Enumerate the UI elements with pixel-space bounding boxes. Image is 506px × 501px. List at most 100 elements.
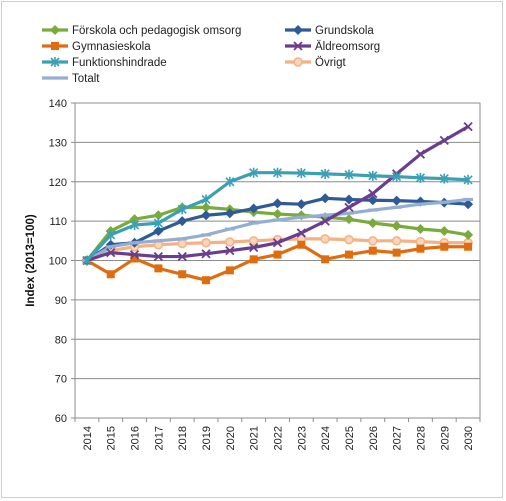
- y-tick-label-100: 100: [49, 256, 67, 268]
- legend-marker-grundskola: [293, 25, 303, 35]
- data-point-aldreomsorg-2019: [201, 249, 211, 259]
- legend-label-aldreomsorg: Äldreomsorg: [315, 41, 380, 53]
- series-aldreomsorg: [82, 121, 473, 266]
- y-axis-title: Index (2013=100): [25, 214, 37, 307]
- data-point-gymnasieskola-2027: [392, 248, 401, 257]
- data-point-ovrigt-2024: [320, 234, 330, 244]
- data-point-funktionshindrade-2021: [249, 167, 259, 178]
- data-point-forskola-och-pedagogisk-omsorg-2025: [343, 214, 354, 225]
- series-funktionshindrade: [82, 167, 473, 266]
- data-point-ovrigt-2025: [344, 234, 354, 245]
- data-point-grundskola-2017: [153, 225, 164, 236]
- legend-label-funktionshindrade: Funktionshindrade: [72, 57, 167, 69]
- data-point-funktionshindrade-2019: [201, 194, 211, 205]
- data-point-funktionshindrade-2028: [415, 172, 426, 183]
- data-point-grundskola-2023: [296, 199, 307, 210]
- data-point-forskola-och-pedagogisk-omsorg-2027: [391, 220, 402, 231]
- x-tick-label-2030: 2030: [463, 426, 475, 450]
- x-tick-label-2015: 2015: [106, 426, 118, 450]
- data-point-aldreomsorg-2020: [225, 246, 235, 256]
- y-tick-label-70: 70: [55, 374, 67, 386]
- data-point-gymnasieskola-2029: [440, 242, 449, 251]
- x-tick-label-2023: 2023: [296, 426, 308, 450]
- data-point-aldreomsorg-2030: [463, 121, 473, 132]
- legend-label-totalt: Totalt: [72, 73, 100, 85]
- data-point-grundskola-2025: [343, 194, 354, 205]
- data-point-grundskola-2030: [463, 199, 474, 210]
- legend-item-forskola-och-pedagogisk-omsorg: Förskola och pedagogisk omsorg: [42, 25, 241, 37]
- legend-label-gymnasieskola: Gymnasieskola: [72, 41, 151, 53]
- data-point-ovrigt-2019: [201, 238, 211, 248]
- x-tick-label-2019: 2019: [201, 426, 213, 450]
- data-point-funktionshindrade-2023: [296, 168, 306, 179]
- legend-label-forskola-och-pedagogisk-omsorg: Förskola och pedagogisk omsorg: [72, 25, 241, 37]
- legend-item-funktionshindrade: Funktionshindrade: [42, 57, 167, 69]
- data-point-gymnasieskola-2026: [368, 246, 377, 255]
- data-point-funktionshindrade-2024: [320, 168, 330, 179]
- data-point-aldreomsorg-2021: [249, 242, 259, 253]
- y-tick-label-110: 110: [49, 216, 67, 228]
- data-point-aldreomsorg-2028: [415, 149, 426, 159]
- x-tick-label-2021: 2021: [249, 426, 261, 450]
- data-point-funktionshindrade-2014: [82, 255, 92, 266]
- data-point-funktionshindrade-2018: [177, 204, 187, 215]
- data-point-aldreomsorg-2015: [106, 247, 116, 258]
- x-axis-ticks: 2014 2015 2016 2017 2018 2019 2020 2021 2022 2023…: [74, 418, 481, 450]
- data-point-forskola-och-pedagogisk-omsorg-2029: [439, 225, 450, 236]
- x-tick-label-2025: 2025: [344, 426, 356, 450]
- data-point-ovrigt-2021: [248, 236, 259, 246]
- x-tick-label-2020: 2020: [225, 426, 237, 450]
- data-point-aldreomsorg-2029: [439, 135, 449, 146]
- legend-item-gymnasieskola: Gymnasieskola: [42, 41, 151, 53]
- data-point-ovrigt-2028: [415, 236, 426, 247]
- legend-item-grundskola: Grundskola: [285, 25, 374, 37]
- data-point-gymnasieskola-2030: [464, 242, 473, 251]
- data-point-aldreomsorg-2018: [177, 251, 187, 262]
- data-point-forskola-och-pedagogisk-omsorg-2026: [367, 218, 378, 229]
- data-point-forskola-och-pedagogisk-omsorg-2017: [153, 210, 164, 221]
- x-tick-label-2027: 2027: [392, 426, 404, 450]
- legend-item-aldreomsorg: Äldreomsorg: [285, 41, 380, 53]
- series-forskola-och-pedagogisk-omsorg: [81, 202, 474, 266]
- data-point-gymnasieskola-2022: [273, 250, 282, 259]
- data-point-gymnasieskola-2016: [130, 254, 139, 263]
- data-point-aldreomsorg-2023: [296, 228, 306, 238]
- data-point-grundskola-2027: [391, 195, 402, 206]
- data-point-aldreomsorg-2022: [272, 238, 283, 248]
- data-point-aldreomsorg-2016: [129, 249, 140, 260]
- data-point-funktionshindrade-2022: [272, 167, 283, 178]
- data-point-gymnasieskola-2020: [225, 266, 234, 275]
- data-point-funktionshindrade-2016: [129, 220, 140, 231]
- x-tick-label-2024: 2024: [320, 426, 332, 450]
- data-point-gymnasieskola-2015: [106, 270, 115, 279]
- series-totalt: [81, 197, 474, 262]
- data-point-forskola-och-pedagogisk-omsorg-2022: [272, 209, 283, 220]
- data-point-gymnasieskola-2019: [202, 276, 211, 285]
- data-point-funktionshindrade-2025: [344, 169, 354, 180]
- legend-marker-ovrigt: [293, 57, 303, 67]
- data-point-grundskola-2020: [224, 208, 235, 219]
- data-point-forskola-och-pedagogisk-omsorg-2030: [463, 229, 474, 240]
- data-point-aldreomsorg-2026: [368, 188, 378, 199]
- series-gymnasieskola: [82, 240, 473, 285]
- data-point-ovrigt-2020: [225, 237, 235, 247]
- y-tick-label-90: 90: [55, 295, 67, 307]
- y-tick-label-120: 120: [49, 177, 67, 189]
- data-point-ovrigt-2026: [368, 236, 378, 246]
- data-point-funktionshindrade-2029: [439, 173, 449, 184]
- legend-item-ovrigt: Övrigt: [285, 57, 346, 69]
- data-point-gymnasieskola-2028: [416, 244, 425, 253]
- data-point-grundskola-2026: [367, 195, 378, 206]
- series-lines: [81, 121, 474, 285]
- data-point-gymnasieskola-2017: [154, 264, 163, 273]
- series-line-gymnasieskola: [86, 243, 469, 282]
- data-point-funktionshindrade-2026: [368, 170, 378, 181]
- data-point-gymnasieskola-2021: [249, 255, 258, 264]
- legend-marker-forskola-och-pedagogisk-omsorg: [50, 25, 60, 35]
- data-point-grundskola-2022: [272, 198, 283, 209]
- data-point-aldreomsorg-2017: [153, 251, 164, 262]
- plot-area: 60 70 80 90 100 110 120 130 140 2014 2015 2016 2017…: [49, 98, 481, 450]
- legend-marker-funktionshindrade: [50, 57, 60, 67]
- data-point-funktionshindrade-2027: [392, 171, 402, 182]
